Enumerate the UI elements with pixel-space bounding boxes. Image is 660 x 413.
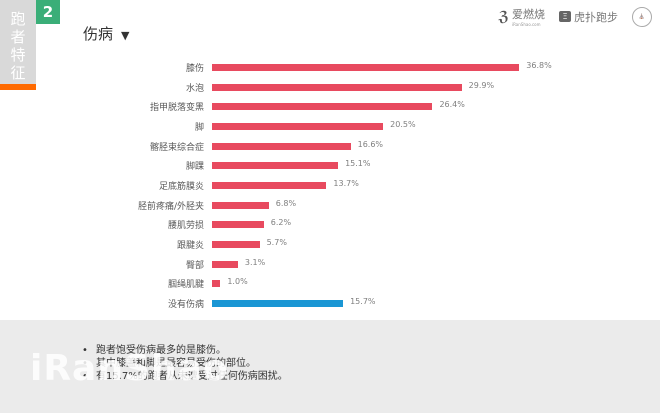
data-bar xyxy=(212,142,351,150)
data-bar xyxy=(212,221,264,229)
value-label: 15.7% xyxy=(350,296,376,306)
data-bar xyxy=(212,280,221,288)
section-title: 跑 者 特 征 xyxy=(0,10,36,82)
logo-subtext: iRanShao.com xyxy=(512,22,541,27)
logo-text: 虎扑跑步 xyxy=(574,10,618,24)
category-label: 臀部 xyxy=(185,260,204,271)
data-bar xyxy=(212,299,344,307)
logo-text: 爱燃烧 xyxy=(512,8,545,21)
chart-row: 脚踝 15.1% xyxy=(0,156,660,176)
value-label: 3.1% xyxy=(244,257,266,267)
category-label: 足底筋膜炎 xyxy=(158,181,204,192)
category-label: 脚踝 xyxy=(185,162,204,173)
value-label: 6.2% xyxy=(270,218,292,228)
data-bar xyxy=(212,162,339,170)
category-label: 腘绳肌腱 xyxy=(167,280,204,291)
data-bar xyxy=(212,260,238,268)
data-bar xyxy=(212,83,462,91)
value-label: 29.9% xyxy=(468,80,495,90)
round-badge-logo-icon: ⛪ xyxy=(632,6,652,27)
partner-logos: ℨ 爱燃烧 iRanShao.com Ξ 虎扑跑步 ⛪ xyxy=(498,6,652,27)
chart-row: 指甲脱落变黑 26.4% xyxy=(0,97,660,117)
data-bar xyxy=(212,103,433,111)
category-label: 指甲脱落变黑 xyxy=(149,103,204,114)
chart-row: 髂胫束综合症 16.6% xyxy=(0,137,660,157)
section-char: 者 xyxy=(10,28,26,46)
data-bar xyxy=(212,240,260,248)
section-char: 跑 xyxy=(10,10,26,28)
value-label: 6.8% xyxy=(275,198,297,208)
value-label: 13.7% xyxy=(333,178,359,188)
category-label: 腰肌劳损 xyxy=(167,221,204,232)
chart-row: 臀部 3.1% xyxy=(0,255,660,275)
note-item: 跑者饱受伤病最多的是膝伤。 xyxy=(82,344,288,357)
data-bar xyxy=(212,201,269,209)
category-label: 膝伤 xyxy=(185,64,204,74)
value-label: 1.0% xyxy=(227,277,248,287)
category-label: 髂胫束综合症 xyxy=(149,142,204,153)
category-label: 没有伤病 xyxy=(167,299,204,310)
chart-row: 脚 20.5% xyxy=(0,117,660,137)
note-item: 其中膝盖和脚是最容易受伤的部位。 xyxy=(82,357,288,370)
chart-row: 水泡 29.9% xyxy=(0,78,660,98)
category-label: 水泡 xyxy=(185,83,204,94)
section-char: 特 xyxy=(10,46,26,64)
chart-row: 腰肌劳损 6.2% xyxy=(0,215,660,235)
chart-row: 跟腱炎 5.7% xyxy=(0,235,660,255)
chart-row: 没有伤病 15.7% xyxy=(0,294,660,314)
note-item: 有15.7%的跑者从未遭受过任何伤病困扰。 xyxy=(82,370,288,383)
value-label: 36.8% xyxy=(526,61,552,70)
category-label: 跟腱炎 xyxy=(176,240,204,251)
chart-row: 足底筋膜炎 13.7% xyxy=(0,176,660,196)
section-char: 征 xyxy=(10,64,26,82)
chart-row: 膝伤 36.8% xyxy=(0,58,660,78)
iranshao-logo: ℨ 爱燃烧 iRanShao.com xyxy=(498,6,545,27)
notes-list: 跑者饱受伤病最多的是膝伤。 其中膝盖和脚是最容易受伤的部位。 有15.7%的跑者… xyxy=(82,344,288,383)
iranshao-mark-icon: ℨ xyxy=(498,8,509,25)
data-bar xyxy=(212,122,384,130)
footer-notes-panel: 跑者饱受伤病最多的是膝伤。 其中膝盖和脚是最容易受伤的部位。 有15.7%的跑者… xyxy=(0,320,660,413)
category-label: 胫前疼痛/外胫夹 xyxy=(137,201,204,212)
hupu-mark-icon: Ξ xyxy=(559,11,571,22)
value-label: 15.1% xyxy=(345,159,371,169)
sidebar-section-tab: 跑 者 特 征 xyxy=(0,0,36,84)
page-number-badge: 2 xyxy=(36,0,60,24)
accent-bar xyxy=(0,84,36,90)
chart-title-text: 伤病 xyxy=(83,25,114,43)
value-label: 20.5% xyxy=(390,119,416,129)
value-label: 5.7% xyxy=(266,237,287,247)
chart-row: 腘绳肌腱 1.0% xyxy=(0,274,660,294)
category-label: 脚 xyxy=(194,122,204,133)
dropdown-triangle-icon[interactable]: ▼ xyxy=(121,29,130,42)
data-bar xyxy=(212,64,520,71)
data-bar xyxy=(212,181,327,189)
value-label: 16.6% xyxy=(357,139,384,149)
value-label: 26.4% xyxy=(439,100,465,110)
watermark: iRanShao xyxy=(30,348,229,389)
hupu-running-logo: Ξ 虎扑跑步 xyxy=(559,9,618,25)
chart-row: 胫前疼痛/外胫夹 6.8% xyxy=(0,196,660,216)
chart-title[interactable]: 伤病 ▼ xyxy=(83,23,129,44)
